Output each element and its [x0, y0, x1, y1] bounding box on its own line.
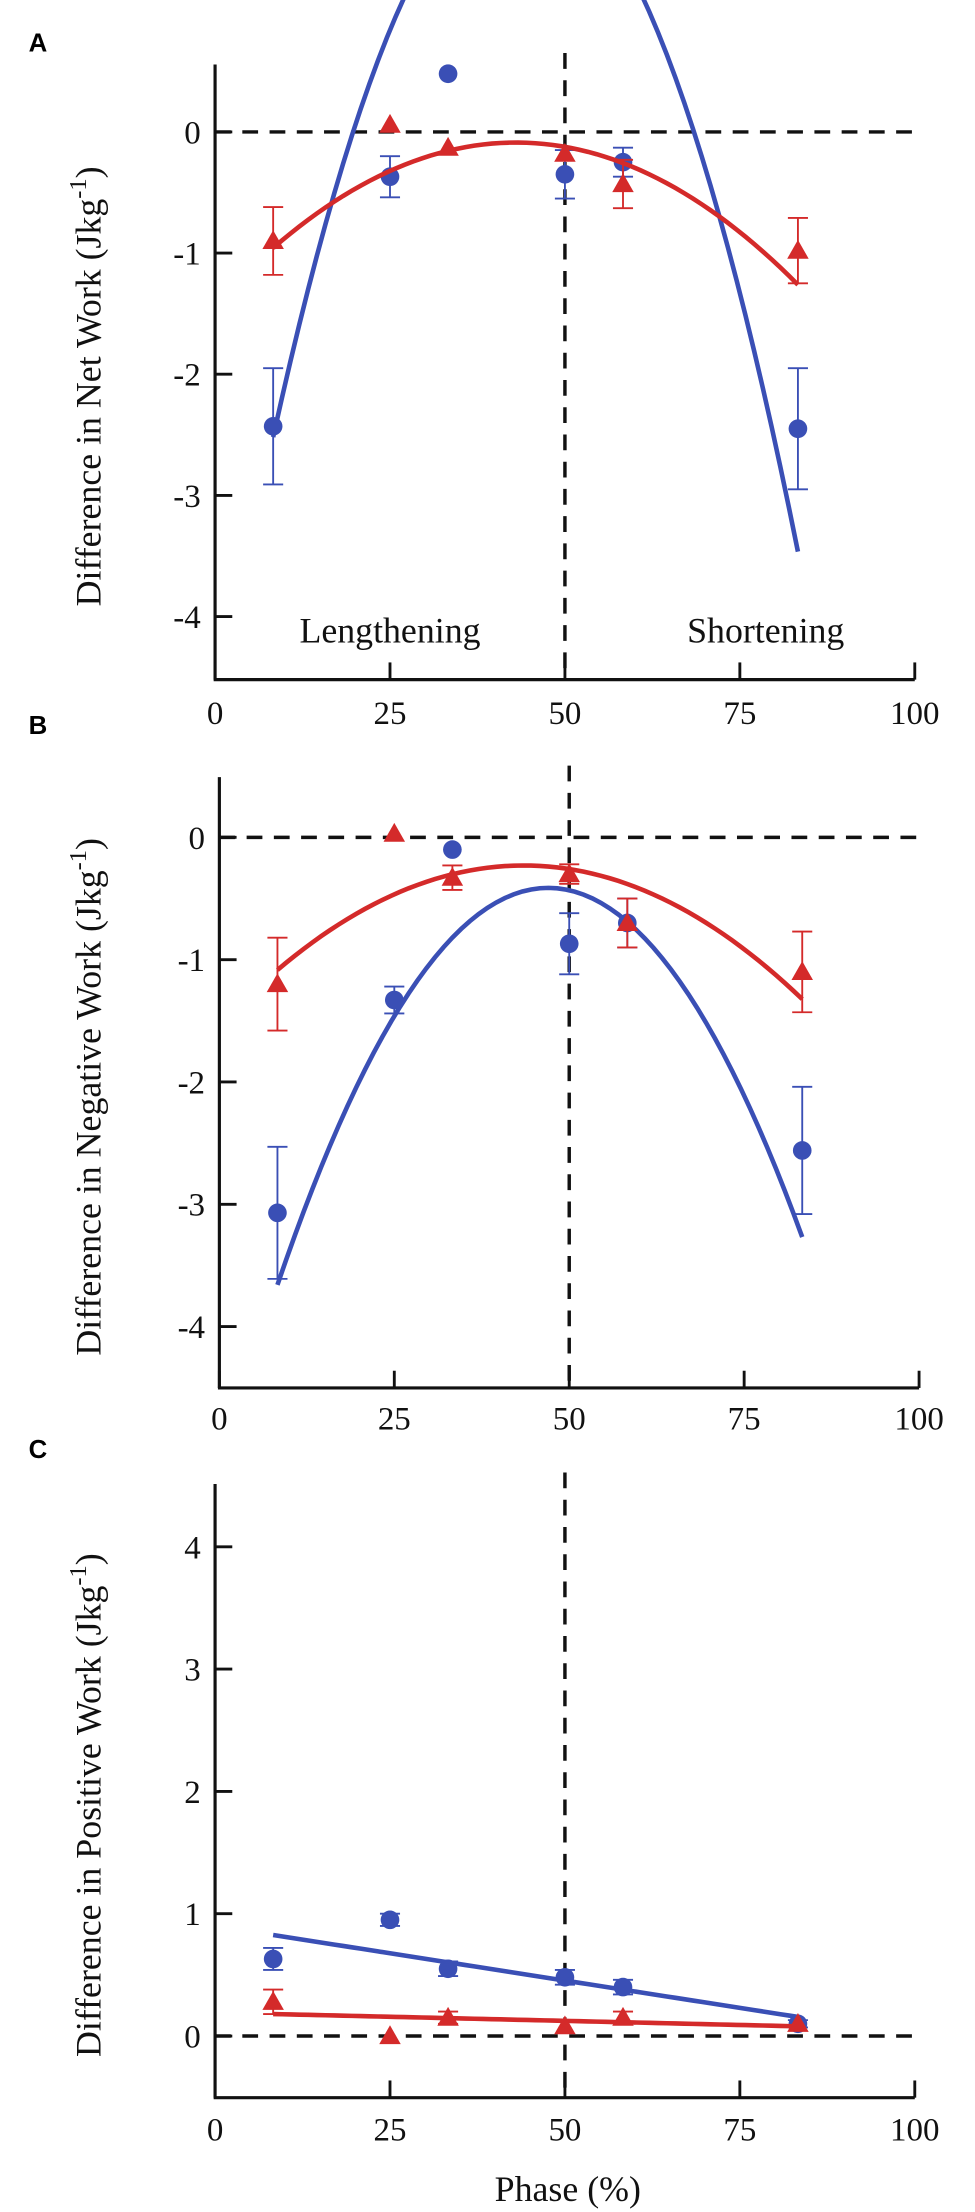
fit-curve — [272, 1932, 799, 2020]
data-point-triangle — [437, 136, 459, 156]
series-triangle — [266, 822, 813, 1032]
y-axis-title: Difference in Negative Work (Jkg-1) — [65, 838, 108, 1356]
data-point-circle — [263, 1949, 283, 1969]
y-tick-label: 0 — [184, 115, 200, 151]
y-axis-title: Difference in Positive Work (Jkg-1) — [65, 1553, 108, 2057]
data-point-triangle — [554, 142, 576, 162]
data-point-triangle — [262, 1991, 284, 2010]
data-point-circle — [555, 164, 575, 184]
panel-letter: A — [29, 30, 48, 58]
x-tick-label: 0 — [207, 696, 223, 732]
y-tick-label: 3 — [184, 1653, 200, 1689]
data-point-circle — [384, 990, 404, 1010]
x-tick-label: 25 — [378, 1402, 411, 1438]
y-tick-label: -4 — [178, 1310, 205, 1346]
data-point-triangle — [787, 239, 809, 259]
series-triangle — [262, 113, 809, 287]
data-point-triangle — [612, 173, 634, 193]
data-point-circle — [792, 1141, 812, 1160]
data-point-triangle — [554, 2015, 576, 2035]
data-point-triangle — [379, 113, 401, 133]
data-point-circle — [555, 1968, 575, 1987]
fit-curve — [271, 140, 800, 287]
fit-curve — [273, 2011, 798, 2029]
x-axis-title: Phase (%) — [495, 2169, 641, 2209]
y-tick-label: -3 — [178, 1188, 205, 1224]
fit-curve — [275, 863, 804, 1001]
data-point-triangle — [787, 2013, 809, 2032]
data-point-triangle — [379, 2025, 401, 2045]
y-tick-label: -1 — [173, 237, 200, 273]
data-point-triangle — [266, 973, 289, 993]
y-tick-label: -1 — [178, 943, 205, 979]
fit-curve — [270, 0, 801, 553]
data-point-triangle — [616, 912, 639, 932]
data-point-triangle — [383, 822, 406, 842]
y-tick-label: 0 — [189, 821, 205, 857]
x-tick-label: 75 — [728, 1402, 761, 1438]
data-point-triangle — [612, 2006, 634, 2026]
x-tick-label: 75 — [723, 696, 756, 732]
panel-letter: C — [29, 1436, 48, 1464]
panel-c: C 0 1 2 3 4 0 25 50 75 100 Difference in Positive W… — [29, 1436, 940, 2209]
series-circle — [267, 840, 813, 1286]
y-tick-label: 1 — [184, 1897, 200, 1933]
panel-b: B 0 -1 -2 -3 -4 0 25 50 75 100 Difference in Negati… — [29, 712, 944, 1437]
y-tick-label: 0 — [184, 2020, 200, 2056]
y-tick-label: -3 — [173, 479, 200, 515]
data-point-circle — [263, 417, 283, 436]
y-axis-title: Difference in Net Work (Jkg-1) — [65, 166, 108, 606]
y-tick-label: -2 — [178, 1065, 205, 1101]
data-point-circle — [559, 934, 579, 954]
x-tick-label: 100 — [890, 696, 939, 732]
annotation-shortening: Shortening — [687, 610, 844, 650]
data-point-triangle — [262, 230, 284, 250]
x-tick-label: 50 — [548, 696, 581, 732]
x-tick-label: 50 — [548, 2113, 581, 2149]
annotation-lengthening: Lengthening — [299, 610, 480, 650]
x-tick-label: 0 — [211, 1402, 227, 1438]
panel-a: A 0 -1 -2 -3 -4 0 25 50 75 100 Difference in Net Wo… — [29, 0, 940, 732]
series-circle — [263, 0, 808, 553]
data-point-triangle — [791, 961, 813, 980]
y-tick-label: -2 — [173, 358, 200, 394]
x-tick-label: 100 — [890, 2113, 939, 2149]
x-tick-label: 0 — [207, 2113, 223, 2149]
data-point-circle — [268, 1203, 287, 1223]
x-tick-label: 25 — [374, 2113, 407, 2149]
y-tick-label: 4 — [184, 1530, 200, 1566]
y-tick-label: 2 — [184, 1775, 200, 1811]
data-point-circle — [380, 1910, 400, 1930]
data-point-triangle — [558, 863, 580, 883]
data-point-circle — [443, 840, 462, 859]
data-point-triangle — [441, 866, 464, 886]
fit-curve — [275, 885, 805, 1286]
x-tick-label: 100 — [894, 1402, 943, 1438]
data-point-circle — [788, 419, 808, 439]
y-tick-label: -4 — [173, 600, 200, 636]
data-point-triangle — [437, 2006, 459, 2026]
data-point-circle — [438, 64, 458, 84]
series-triangle — [262, 1988, 809, 2045]
x-tick-label: 75 — [723, 2113, 756, 2149]
data-point-circle — [438, 1959, 458, 1979]
panel-letter: B — [29, 712, 48, 740]
data-point-circle — [613, 1977, 633, 1997]
x-tick-label: 25 — [374, 696, 407, 732]
x-tick-label: 50 — [553, 1402, 586, 1438]
